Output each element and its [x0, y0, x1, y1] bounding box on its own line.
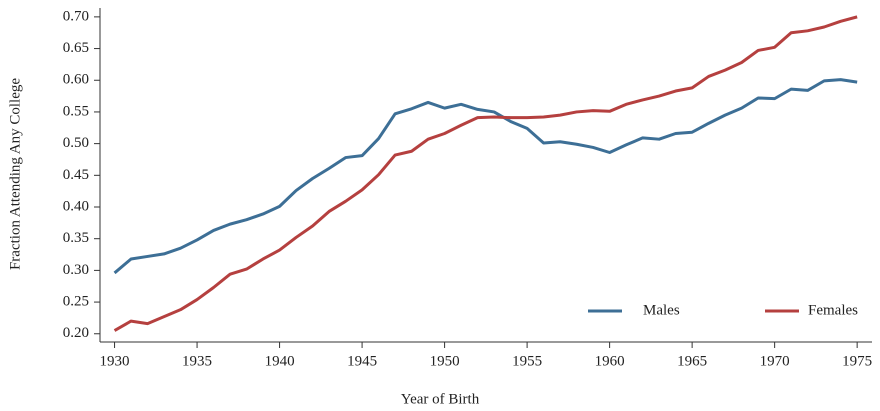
x-tick-label: 1955 [512, 353, 542, 369]
x-tick-label: 1935 [182, 353, 212, 369]
y-tick-label: 0.50 [63, 135, 89, 151]
series-line [113, 15, 858, 332]
y-tick-label: 0.60 [63, 72, 89, 88]
x-tick-label: 1960 [595, 353, 625, 369]
y-tick-label: 0.35 [63, 230, 89, 246]
y-tick-label: 0.30 [63, 262, 89, 278]
x-tick-label: 1975 [842, 353, 872, 369]
x-tick-label: 1950 [430, 353, 460, 369]
series-line [113, 78, 858, 275]
x-tick-label: 1945 [347, 353, 377, 369]
y-tick-label: 0.45 [63, 167, 89, 183]
legend-label: Females [808, 302, 858, 318]
x-tick-label: 1940 [265, 353, 295, 369]
x-tick-label: 1965 [677, 353, 707, 369]
x-axis-label: Year of Birth [401, 391, 480, 407]
legend-label: Males [643, 302, 680, 318]
y-tick-label: 0.40 [63, 198, 89, 214]
x-tick-label: 1970 [760, 353, 790, 369]
x-tick-label: 1930 [100, 353, 130, 369]
y-tick-label: 0.20 [63, 325, 89, 341]
y-tick-label: 0.25 [63, 294, 89, 310]
y-tick-label: 0.55 [63, 103, 89, 119]
y-tick-label: 0.65 [63, 40, 89, 56]
y-tick-label: 0.70 [63, 8, 89, 24]
y-axis-label: Fraction Attending Any College [7, 78, 23, 270]
